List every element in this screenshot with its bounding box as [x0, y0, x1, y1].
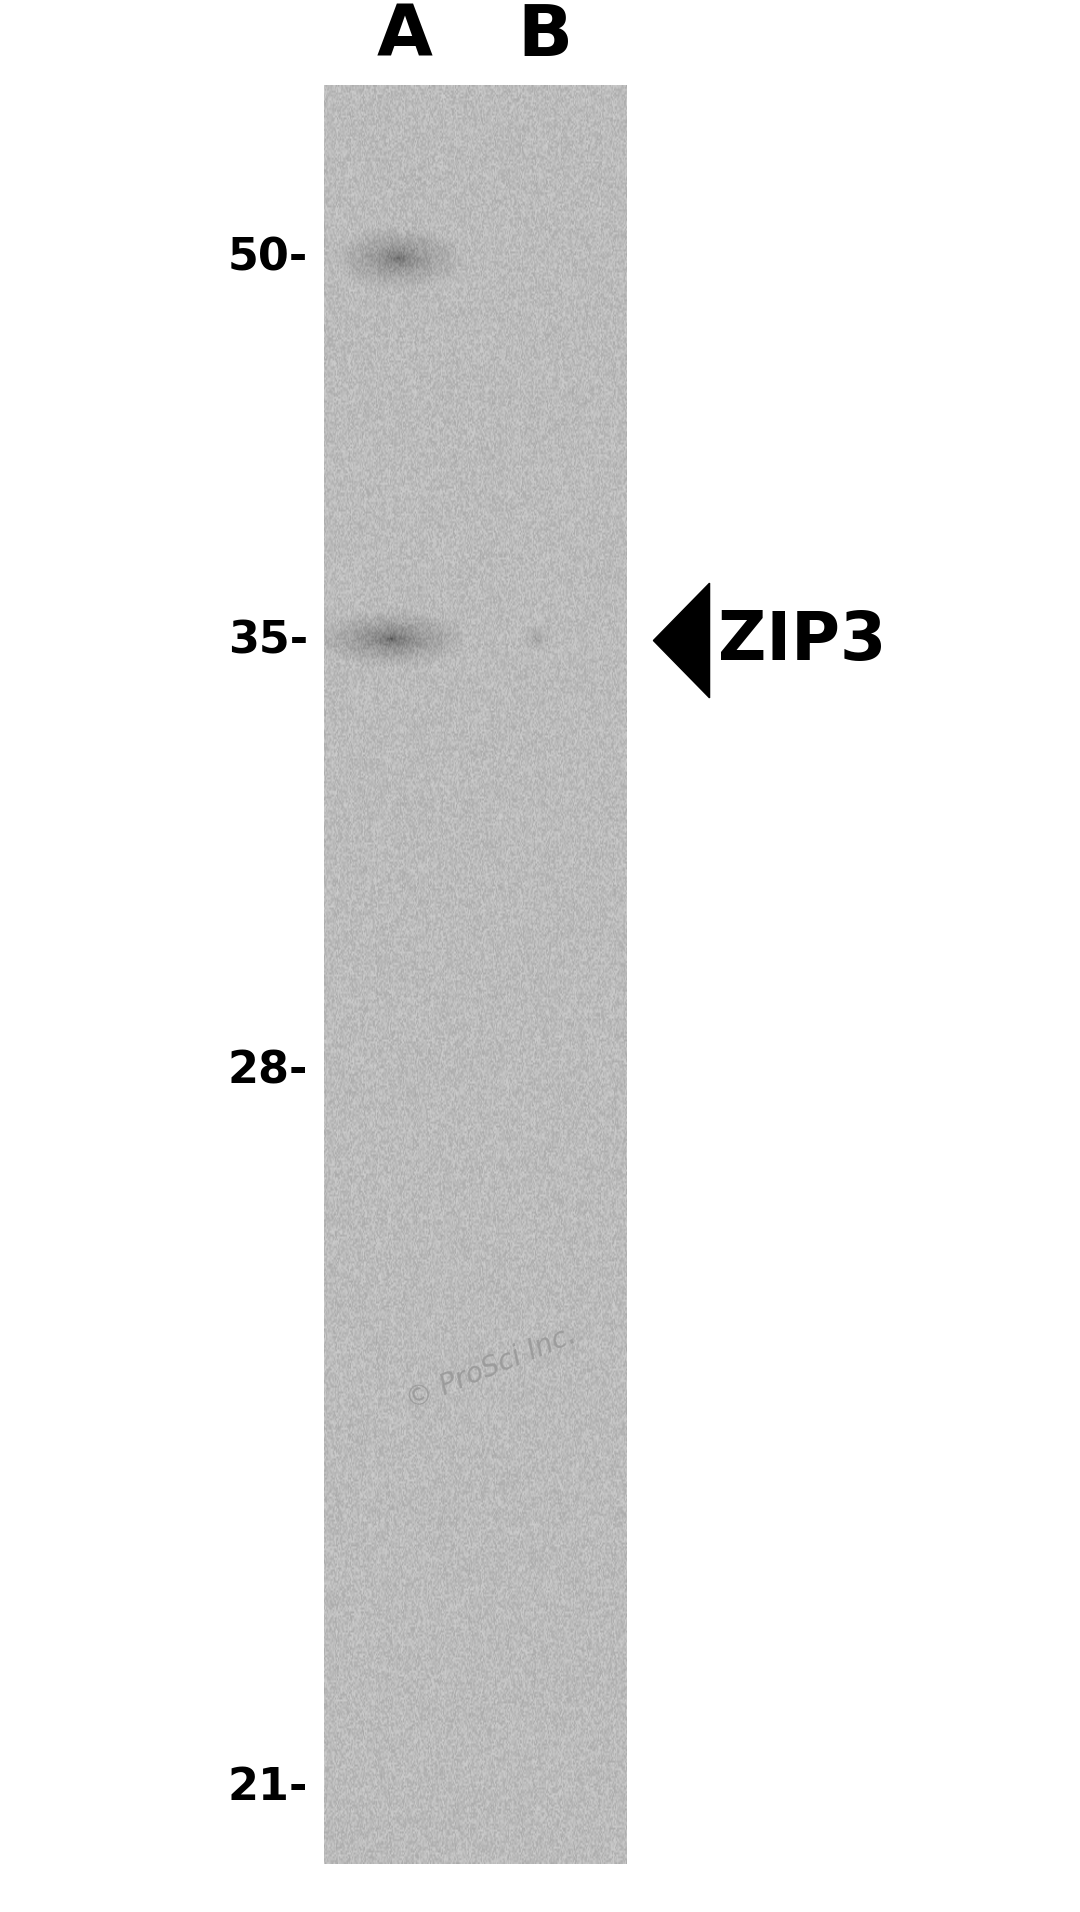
- Text: A: A: [377, 2, 433, 71]
- Text: B: B: [517, 2, 573, 71]
- Text: 28-: 28-: [228, 1050, 308, 1092]
- Text: 35-: 35-: [228, 619, 308, 662]
- Text: 50-: 50-: [228, 237, 308, 279]
- Text: © ProSci Inc.: © ProSci Inc.: [402, 1319, 581, 1415]
- Text: ZIP3: ZIP3: [718, 608, 887, 673]
- Text: 21-: 21-: [228, 1767, 308, 1809]
- Polygon shape: [653, 583, 710, 698]
